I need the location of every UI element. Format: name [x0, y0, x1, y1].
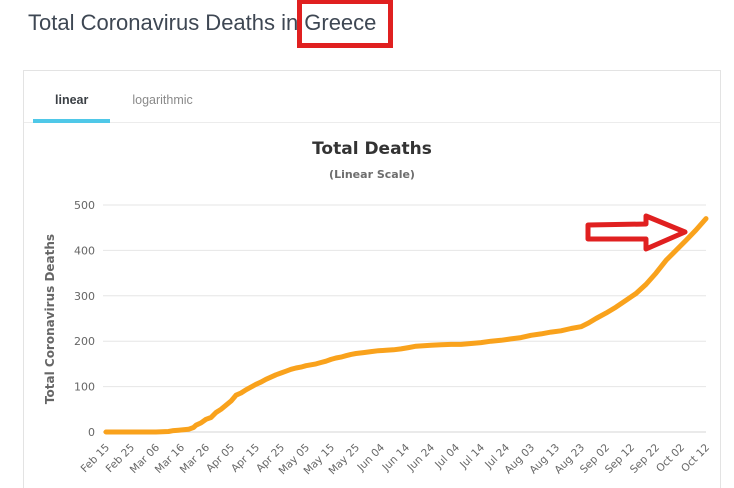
country-name: Greece [304, 10, 377, 35]
x-tick-label: Jun 04 [355, 441, 388, 474]
x-tick-label: Jun 14 [380, 441, 413, 474]
active-tab-underline [33, 119, 111, 123]
page-title: Total Coronavirus Deaths in Greece [28, 0, 394, 48]
country-highlight-box: Greece [297, 0, 394, 48]
x-tick-label: Oct 12 [679, 442, 712, 475]
red-arrow-annotation [585, 213, 688, 252]
y-axis-title: Total Coronavirus Deaths [43, 234, 57, 404]
tab-logarithmic[interactable]: logarithmic [110, 77, 214, 122]
chart-card: linear logarithmic Total Deaths (Linear … [23, 70, 721, 488]
chart-title: Total Deaths [312, 139, 432, 159]
y-tick-label: 300 [74, 290, 95, 303]
x-tick-label: Jul 04 [432, 441, 462, 471]
y-tick-label: 200 [74, 335, 95, 348]
deaths-series-line[interactable] [103, 216, 709, 435]
tab-linear[interactable]: linear [33, 77, 111, 123]
x-tick-label: Jul 14 [457, 441, 487, 471]
y-tick-label: 400 [74, 244, 95, 257]
tab-linear-label: linear [55, 92, 89, 107]
x-tick-label: Jun 24 [405, 441, 438, 474]
chart-subtitle: (Linear Scale) [329, 168, 415, 181]
page-title-prefix: Total Coronavirus Deaths in [28, 10, 299, 35]
y-tick-label: 100 [74, 381, 95, 394]
y-tick-label: 0 [88, 426, 95, 439]
scale-tabs: linear logarithmic [24, 71, 720, 123]
y-tick-label: 500 [74, 199, 95, 212]
tab-logarithmic-label: logarithmic [132, 92, 193, 107]
